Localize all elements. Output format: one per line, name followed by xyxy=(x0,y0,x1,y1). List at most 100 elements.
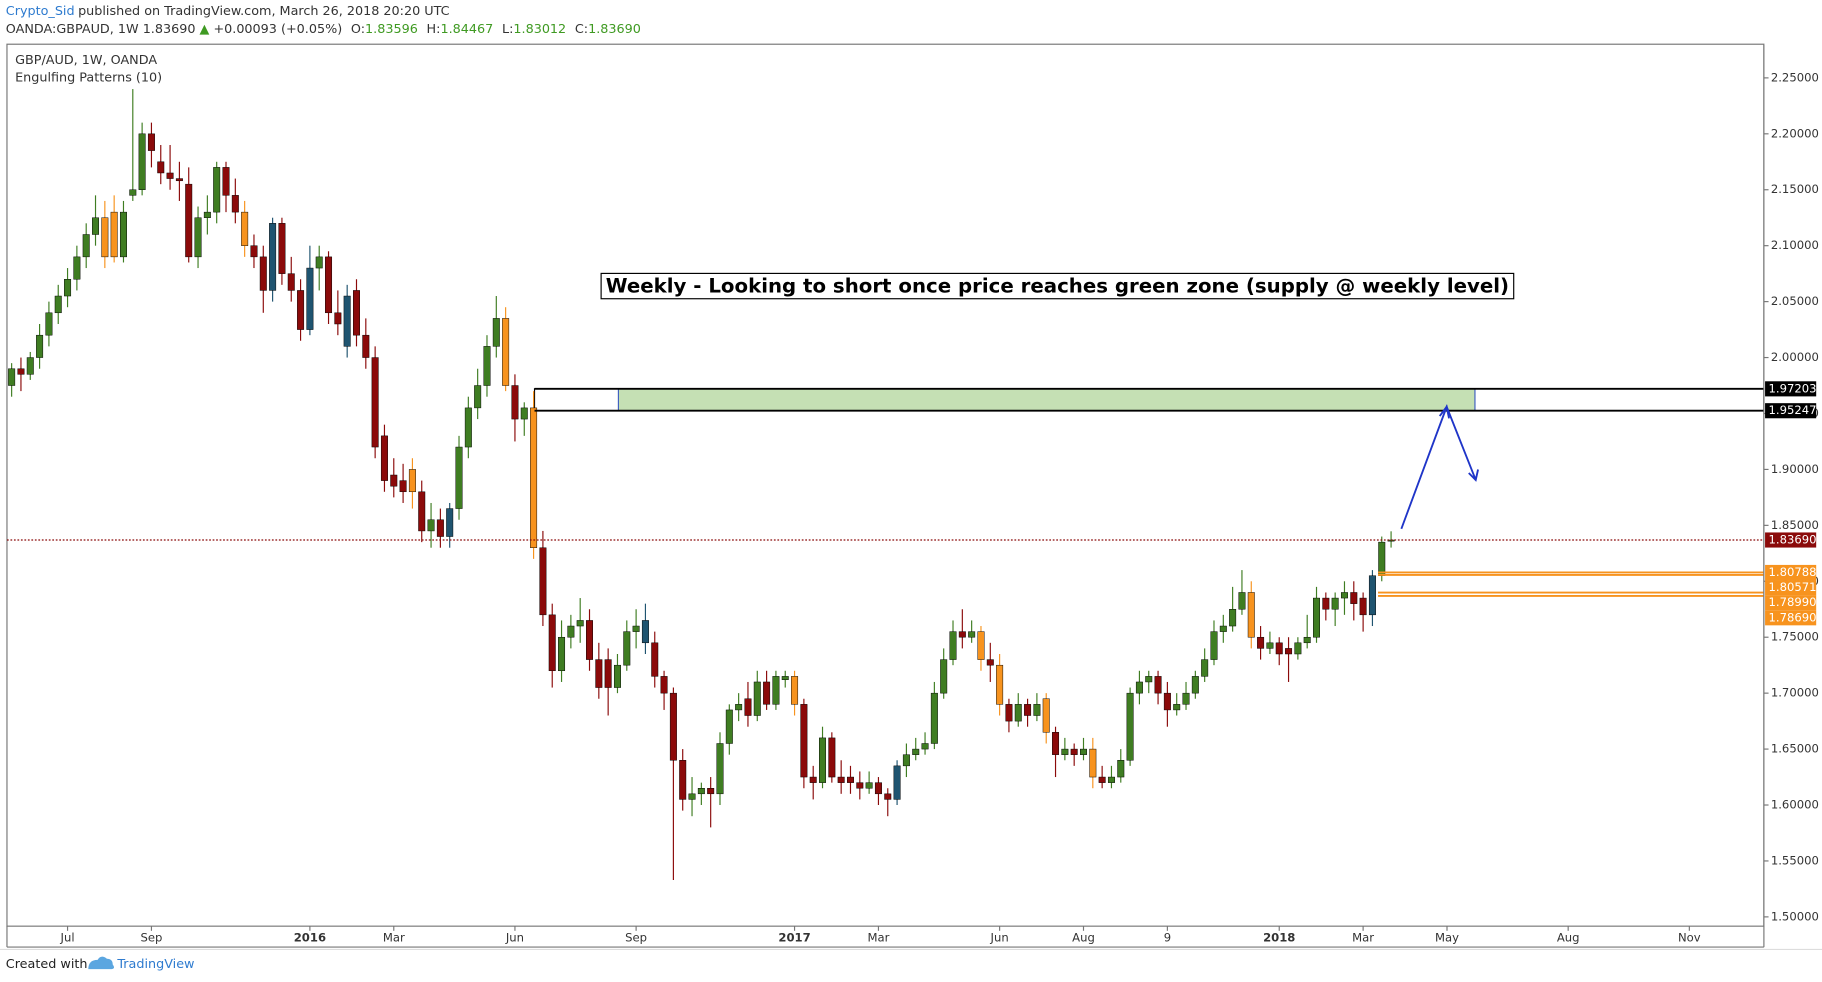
candle-body xyxy=(36,334,44,358)
candle-body xyxy=(64,279,72,297)
candle-body xyxy=(884,793,892,800)
chart-title: GBP/AUD, 1W, OANDA xyxy=(15,53,157,68)
candle-body xyxy=(82,234,90,258)
tradingview-logo xyxy=(88,956,115,970)
candle-body xyxy=(1238,592,1246,610)
candle-body xyxy=(968,631,976,638)
candle-body xyxy=(315,256,323,269)
candle-body xyxy=(809,776,817,783)
ohlc-value: 1.83012 xyxy=(513,22,566,37)
candle-body xyxy=(958,631,966,638)
candle-body xyxy=(8,368,16,386)
candle-body xyxy=(520,407,528,420)
candle-body xyxy=(1229,609,1237,627)
symbol: OANDA:GBPAUD, 1W xyxy=(6,22,139,37)
y-tick-label: 2.20000 xyxy=(1771,126,1819,140)
candle-body xyxy=(837,776,845,783)
candle-body xyxy=(1322,597,1330,610)
candle-body xyxy=(371,357,379,448)
candle-body xyxy=(697,788,705,795)
x-tick-label: Jul xyxy=(60,930,75,944)
candle-body xyxy=(1173,704,1181,711)
candle-body xyxy=(1145,676,1153,683)
candle-body xyxy=(856,782,864,789)
candle-body xyxy=(474,385,482,409)
candle-body xyxy=(17,368,25,375)
candle-body xyxy=(1368,575,1376,616)
candle-body xyxy=(231,195,239,213)
price-label-box xyxy=(1765,564,1817,581)
y-tick-label: 2.25000 xyxy=(1771,70,1819,84)
candle-body xyxy=(613,664,621,688)
candle-body xyxy=(399,480,407,493)
candle-body xyxy=(846,776,854,783)
ohlc-key: L: xyxy=(502,22,513,37)
x-tick-label: Jun xyxy=(990,930,1009,944)
candle-body xyxy=(744,698,752,716)
change-arrow: ▲ xyxy=(200,22,210,37)
annotation: Weekly - Looking to short once price rea… xyxy=(606,275,1509,298)
candle-body xyxy=(1163,692,1171,711)
candle-body xyxy=(800,704,808,778)
candle-body xyxy=(753,681,761,716)
y-tick-label: 2.05000 xyxy=(1771,294,1819,308)
candle-body xyxy=(1005,704,1013,722)
candle-body xyxy=(567,625,575,638)
y-tick-label: 1.70000 xyxy=(1771,686,1819,700)
x-tick-label: 2017 xyxy=(778,930,810,944)
candle-body xyxy=(735,704,743,711)
candle-body xyxy=(175,178,183,182)
candle-body xyxy=(1089,748,1097,778)
y-tick-label: 1.85000 xyxy=(1771,518,1819,532)
candle-body xyxy=(893,765,901,800)
y-tick-label: 1.90000 xyxy=(1771,462,1819,476)
candle-body xyxy=(874,782,882,795)
y-tick-label: 1.50000 xyxy=(1771,909,1819,923)
price-label: 1.78990 xyxy=(1769,595,1817,609)
candle-body xyxy=(129,189,137,196)
candle-body xyxy=(1024,704,1032,716)
candle-body xyxy=(287,273,295,291)
price-label: 1.80571 xyxy=(1769,580,1817,594)
candle-body xyxy=(1378,541,1386,576)
candle-body xyxy=(492,318,500,347)
candle-body xyxy=(45,312,53,336)
candle-body xyxy=(772,676,780,705)
candle-body xyxy=(166,172,174,179)
candle-body xyxy=(819,737,827,783)
x-tick-label: Aug xyxy=(1072,930,1095,944)
candle-body xyxy=(865,782,873,789)
candle-body xyxy=(1331,597,1339,610)
candle-body xyxy=(1359,597,1367,616)
candle-body xyxy=(1080,748,1087,755)
candle-body xyxy=(511,385,519,420)
candle-body xyxy=(539,547,547,616)
ohlc-value: 1.83690 xyxy=(588,22,641,37)
candle-body xyxy=(996,664,1004,705)
candle-body xyxy=(791,676,799,705)
candle-body xyxy=(353,290,360,336)
candle-body xyxy=(1191,676,1199,694)
candle-body xyxy=(502,318,510,386)
ohlc-value: 1.84467 xyxy=(440,22,493,37)
candle-body xyxy=(325,256,333,314)
candle-body xyxy=(651,642,659,677)
symbol-line: OANDA:GBPAUD, 1W 1.83690 ▲ +0.00093 (+0.… xyxy=(6,22,641,37)
author[interactable]: Crypto_Sid xyxy=(6,4,75,19)
candle-body xyxy=(157,161,165,174)
candle-body xyxy=(222,167,230,196)
candle-body xyxy=(688,793,696,800)
candle-body xyxy=(940,659,948,694)
candle-body xyxy=(669,692,677,761)
candle-body xyxy=(73,256,81,280)
footer-brand[interactable]: TradingView xyxy=(116,957,194,972)
candle-body xyxy=(604,659,612,688)
price-label-box xyxy=(1765,532,1817,548)
candle-body xyxy=(26,357,34,375)
candle-body xyxy=(1070,748,1078,755)
candle-body xyxy=(1303,636,1311,644)
candle-body xyxy=(930,692,938,744)
candle-body xyxy=(185,183,193,258)
candle-body xyxy=(1014,704,1022,722)
